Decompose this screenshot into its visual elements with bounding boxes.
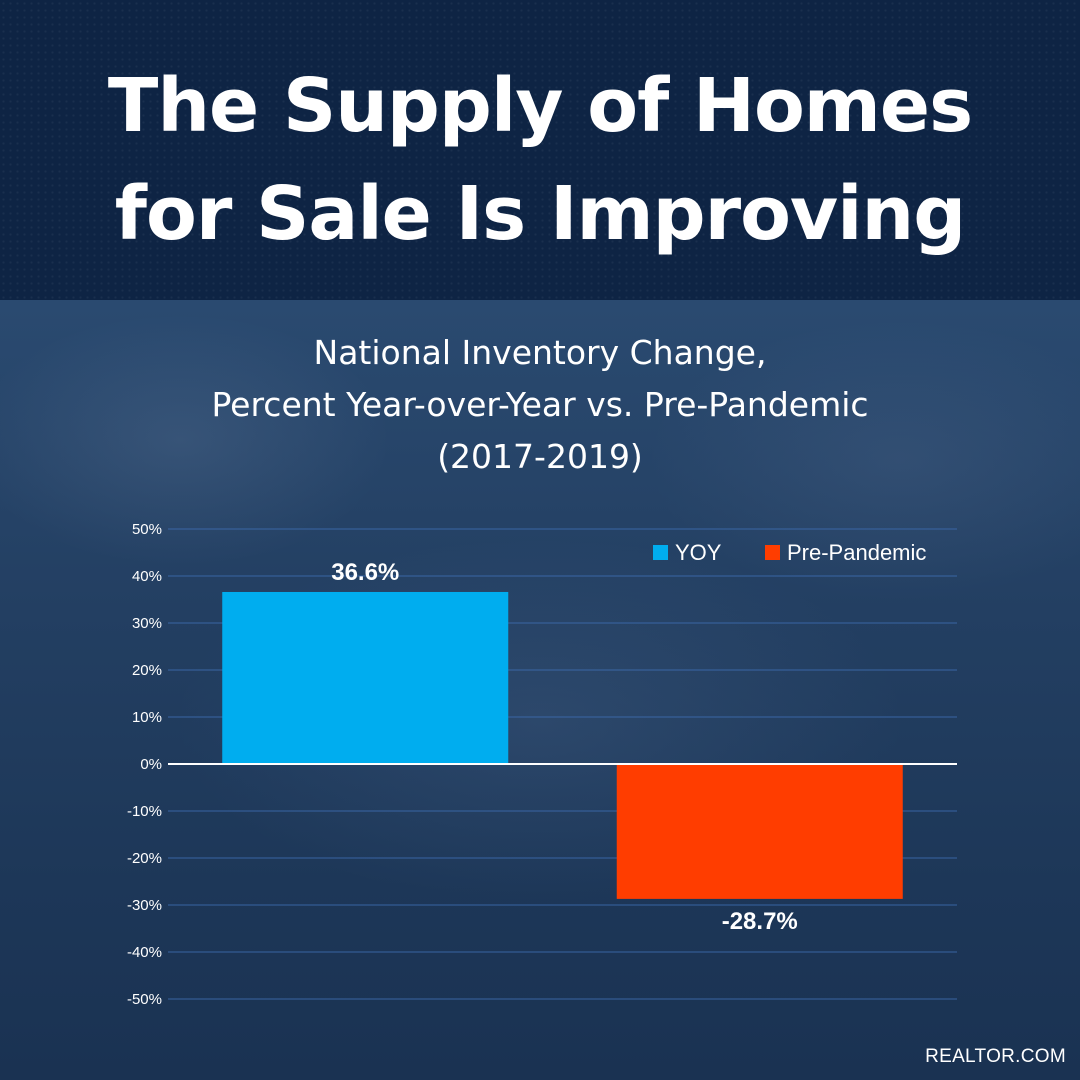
chart-title-line-2: Percent Year-over-Year vs. Pre-Pandemic <box>211 385 869 424</box>
y-axis: 50% 40% 30% 20% 10% 0% -10% -20% -30% -40% -50% <box>127 521 162 1008</box>
bar-yoy <box>222 591 509 764</box>
y-tick-label: 50% <box>132 521 162 538</box>
title-line-2: for Sale Is Improving <box>114 171 966 257</box>
y-tick-label: -10% <box>127 803 162 820</box>
y-tick-label: 30% <box>132 615 162 632</box>
data-labels: 36.6% -28.7% <box>331 559 798 935</box>
title-line-1: The Supply of Homes <box>107 63 973 149</box>
bar-value-label: -28.7% <box>722 908 798 935</box>
legend-swatch <box>653 545 668 560</box>
title-banner <box>0 0 1080 300</box>
y-tick-label: 20% <box>132 662 162 679</box>
chart-title-line-1: National Inventory Change, <box>313 333 767 372</box>
page-title: The Supply of Homes for Sale Is Improvin… <box>0 52 1080 268</box>
source-credit: REALTOR.COM <box>925 1046 1066 1067</box>
chart-title-line-3: (2017-2019) <box>437 437 643 476</box>
y-tick-label: 40% <box>132 568 162 585</box>
y-tick-label: -20% <box>127 850 162 867</box>
y-tick-label: -40% <box>127 944 162 961</box>
y-tick-label: -50% <box>127 991 162 1008</box>
y-tick-label: 0% <box>140 756 162 773</box>
y-tick-label: -30% <box>127 897 162 914</box>
bar-value-label: 36.6% <box>331 559 399 586</box>
chart-legend: YOY Pre-Pandemic <box>653 540 926 565</box>
y-tick-label: 10% <box>132 709 162 726</box>
legend-swatch <box>765 545 780 560</box>
blurred-house-background <box>0 300 1080 1080</box>
legend-label: YOY <box>675 540 722 565</box>
chart-bars <box>222 591 903 899</box>
legend-label: Pre-Pandemic <box>787 540 926 565</box>
bar-pre-pandemic <box>616 764 903 899</box>
chart-title: National Inventory Change, Percent Year-… <box>0 327 1080 483</box>
